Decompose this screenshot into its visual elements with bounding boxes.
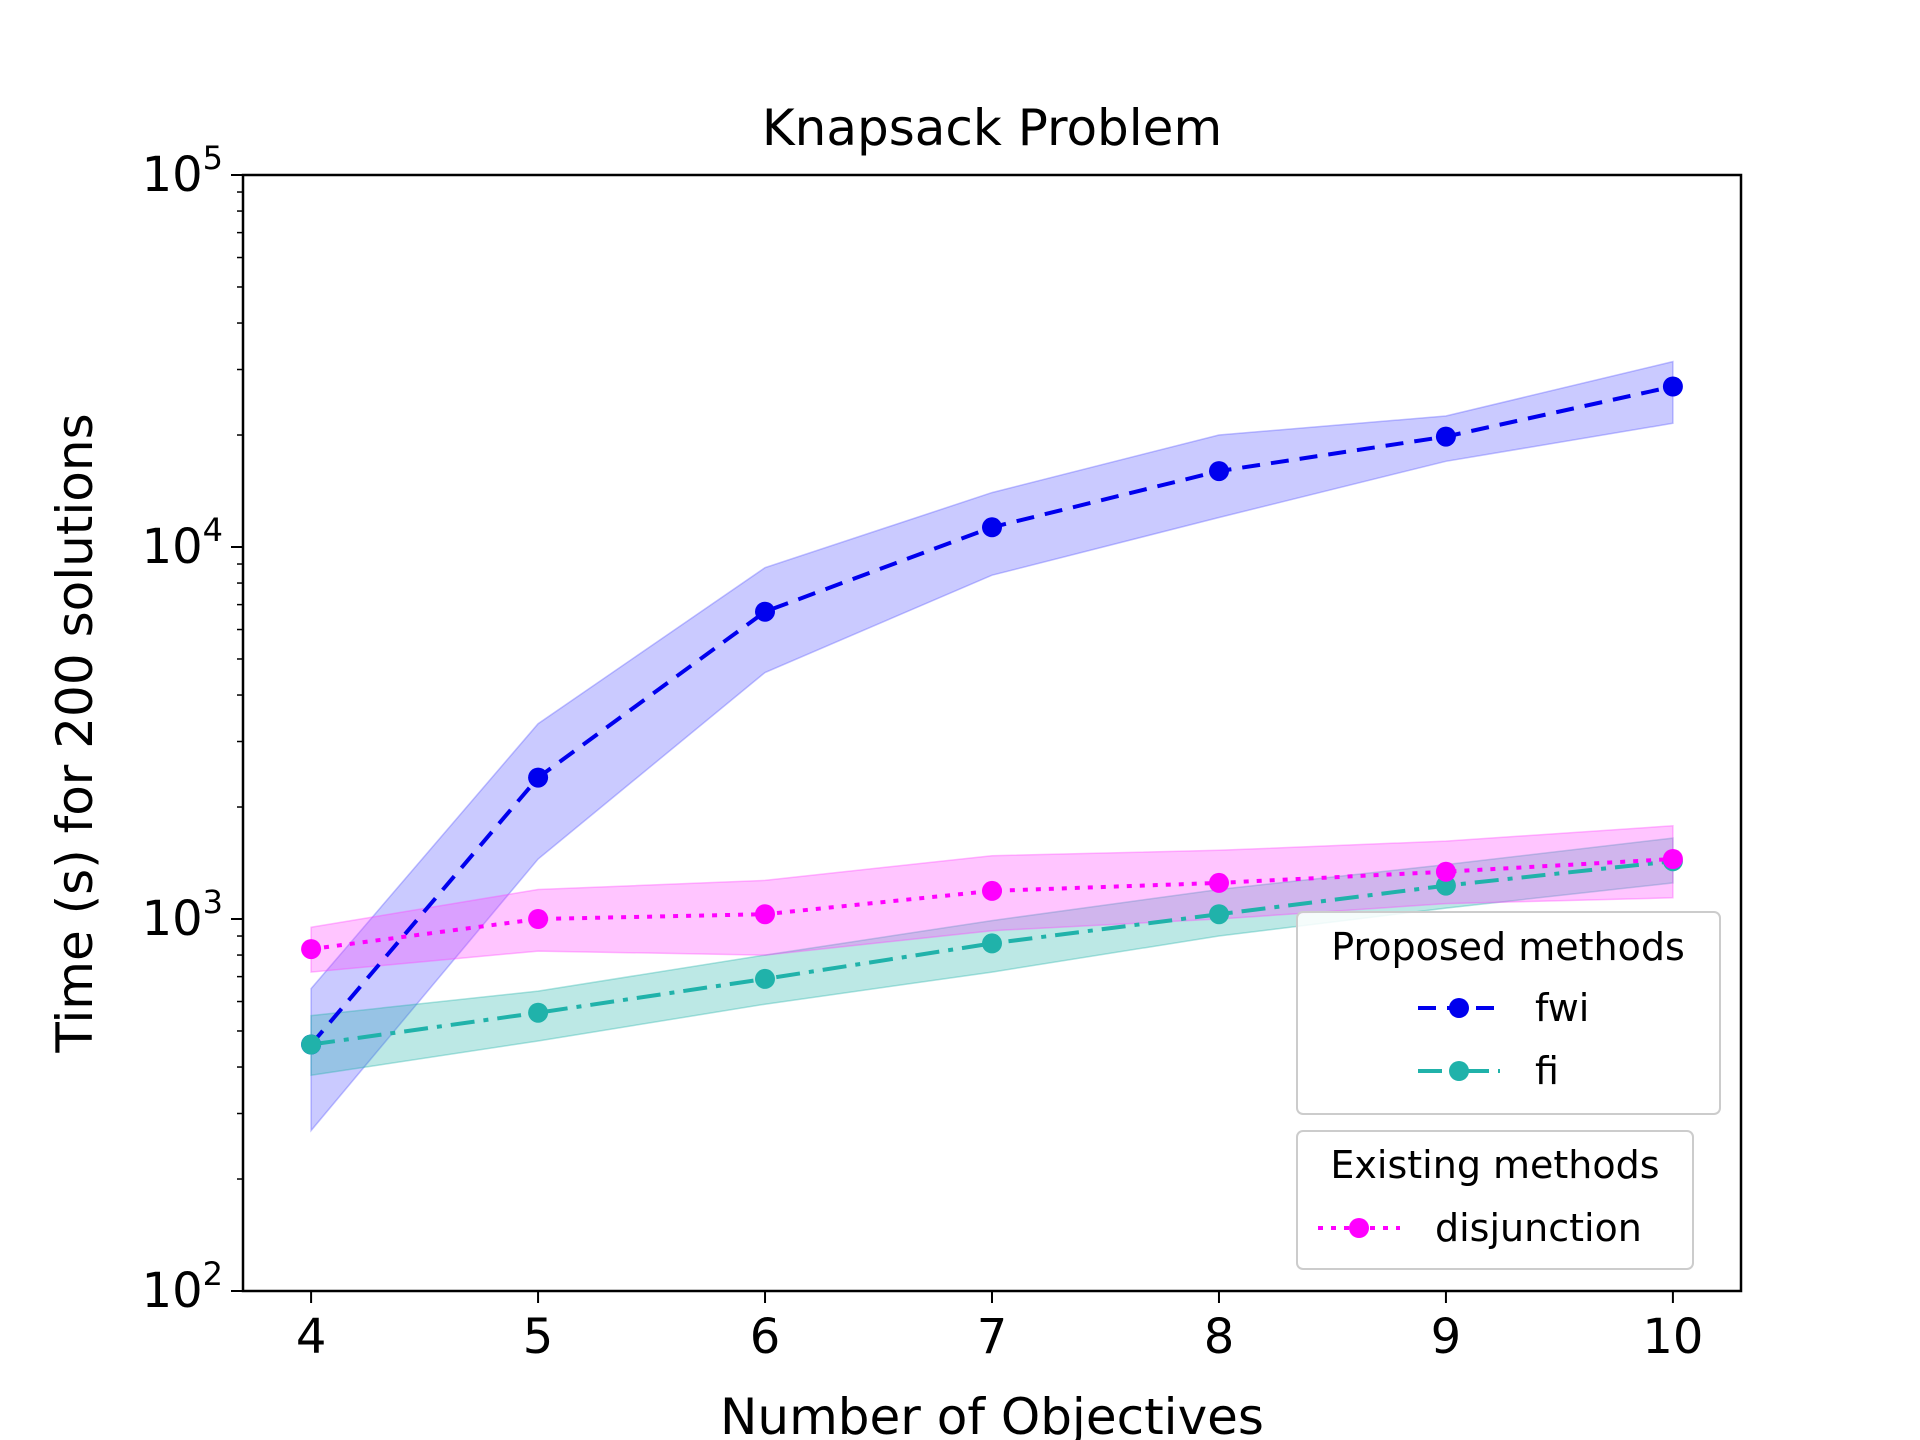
point-fwi-8 bbox=[1209, 461, 1229, 482]
x-axis-label: Number of Objectives bbox=[720, 1388, 1264, 1440]
point-fwi-5 bbox=[528, 767, 549, 788]
y-axis-label: Time (s) for 200 solutions bbox=[46, 413, 104, 1053]
legend-swatch-marker-fi bbox=[1449, 1061, 1469, 1081]
point-fwi-9 bbox=[1435, 426, 1456, 447]
point-fi-8 bbox=[1209, 904, 1229, 925]
point-fi-9 bbox=[1435, 875, 1456, 896]
x-tick-label-6: 6 bbox=[750, 1309, 781, 1365]
legend-entry-fwi: fwi bbox=[1418, 986, 1589, 1030]
legend-entry-fi: fi bbox=[1418, 1049, 1559, 1093]
legend-swatch-marker-disjunction bbox=[1349, 1218, 1369, 1238]
legend-proposed-box bbox=[1296, 911, 1721, 1115]
series-points bbox=[301, 376, 1683, 1055]
y-tick-label-100000: 105 bbox=[142, 139, 223, 203]
point-disjunction-9 bbox=[1435, 861, 1456, 882]
x-tick-label-9: 9 bbox=[1431, 1309, 1462, 1365]
legend-proposed: Proposed methods fwi fi bbox=[1296, 911, 1721, 1115]
y-tick-label-1000: 103 bbox=[142, 883, 223, 947]
x-tick-label-7: 7 bbox=[977, 1309, 1008, 1365]
band-fi bbox=[310, 837, 1674, 1077]
x-tick-label-8: 8 bbox=[1204, 1309, 1235, 1365]
legend-proposed-title: Proposed methods bbox=[1331, 925, 1685, 969]
legend-swatch-marker-fwi bbox=[1449, 998, 1469, 1018]
point-fi-5 bbox=[528, 1002, 549, 1023]
band-fwi bbox=[310, 360, 1674, 1133]
point-fwi-7 bbox=[982, 517, 1002, 538]
legend-entry-disjunction: disjunction bbox=[1318, 1206, 1642, 1250]
x-tick-label-5: 5 bbox=[523, 1309, 554, 1365]
point-disjunction-6 bbox=[755, 904, 775, 925]
y-axis: 102 103 104 105 bbox=[142, 139, 243, 1319]
chart-title: Knapsack Problem bbox=[762, 99, 1222, 157]
point-fi-4 bbox=[301, 1034, 322, 1055]
legend-label-disjunction: disjunction bbox=[1435, 1206, 1642, 1250]
legend-existing-entries: disjunction bbox=[1318, 1206, 1642, 1250]
x-axis: 4 5 6 7 8 9 10 bbox=[296, 1291, 1703, 1365]
point-fwi-6 bbox=[755, 601, 775, 622]
point-disjunction-5 bbox=[528, 909, 549, 929]
y-tick-label-100: 102 bbox=[142, 1255, 223, 1319]
point-disjunction-7 bbox=[982, 880, 1002, 901]
point-disjunction-10 bbox=[1662, 849, 1683, 869]
x-tick-label-10: 10 bbox=[1642, 1309, 1703, 1365]
legend-label-fwi: fwi bbox=[1535, 986, 1589, 1030]
point-fi-6 bbox=[755, 968, 775, 989]
point-fwi-10 bbox=[1662, 376, 1683, 397]
legend-existing-title: Existing methods bbox=[1330, 1143, 1659, 1187]
x-tick-label-4: 4 bbox=[296, 1309, 327, 1365]
point-fi-7 bbox=[982, 933, 1002, 954]
legend-existing: Existing methods disjunction bbox=[1296, 1130, 1694, 1270]
legend-label-fi: fi bbox=[1535, 1049, 1559, 1093]
y-tick-label-10000: 104 bbox=[142, 511, 223, 575]
legend-proposed-entries: fwi fi bbox=[1418, 986, 1589, 1093]
legend-existing-box bbox=[1296, 1130, 1694, 1270]
point-disjunction-4 bbox=[301, 939, 322, 960]
point-disjunction-8 bbox=[1209, 872, 1229, 893]
plot-frame bbox=[241, 173, 1743, 1293]
